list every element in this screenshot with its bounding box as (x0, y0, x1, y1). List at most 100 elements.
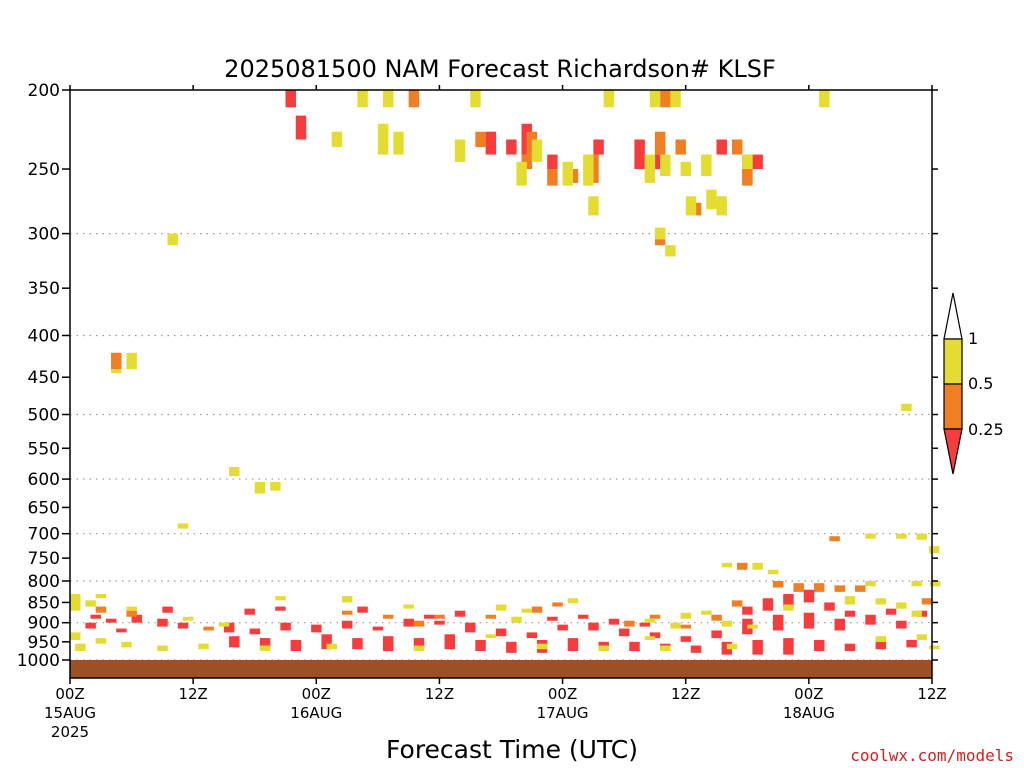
data-cell (701, 154, 712, 177)
data-cell (711, 614, 722, 621)
y-tick-label: 800 (28, 572, 60, 592)
data-cell (259, 645, 271, 652)
data-cell (526, 632, 538, 639)
data-cell (829, 536, 840, 542)
data-cell (834, 585, 845, 592)
data-cell (393, 131, 404, 155)
data-cell (583, 154, 594, 186)
data-cell (660, 154, 671, 177)
data-cell (916, 634, 928, 640)
data-cell (511, 616, 522, 623)
data-cell (783, 638, 794, 655)
data-cell (731, 600, 743, 607)
data-cell (131, 614, 143, 623)
data-cell (639, 622, 651, 627)
y-tick-label: 600 (28, 470, 60, 490)
data-cell (341, 596, 353, 603)
data-cell (167, 233, 178, 246)
data-cell (928, 645, 940, 650)
y-tick-label: 350 (28, 279, 60, 299)
data-cell (70, 632, 81, 640)
data-cell (928, 546, 940, 554)
data-cell (424, 614, 435, 619)
data-cell (916, 533, 928, 540)
legend-label: 0.25 (968, 420, 1004, 439)
data-cell (875, 641, 887, 650)
data-cell (680, 624, 692, 629)
data-cell (341, 620, 353, 629)
data-cell (783, 604, 794, 611)
data-cell (95, 594, 107, 599)
data-cell (660, 90, 671, 108)
y-tick-label: 200 (28, 81, 60, 101)
data-cell (619, 628, 630, 637)
data-cell (70, 594, 81, 611)
data-cell (813, 583, 825, 592)
data-cell (126, 352, 137, 370)
data-cells (70, 90, 941, 655)
legend-swatch-yellow (943, 338, 963, 385)
data-cell (680, 636, 692, 642)
data-cell (182, 616, 194, 621)
data-cell (629, 641, 640, 652)
data-cell (454, 610, 466, 617)
y-tick-label: 1000 (17, 651, 60, 671)
data-cell (547, 169, 558, 186)
data-cell (649, 90, 661, 108)
legend-arrow-bottom (943, 428, 963, 475)
x-tick-label: 2025 (51, 723, 89, 741)
data-cell (105, 618, 117, 623)
data-cell (911, 580, 922, 587)
data-cell (254, 482, 266, 494)
data-cell (721, 620, 733, 627)
y-tick-label: 450 (28, 368, 60, 388)
data-cell (357, 606, 368, 613)
data-cell (742, 169, 753, 186)
data-cell (295, 115, 307, 140)
data-cell (680, 612, 692, 619)
data-cell (644, 154, 656, 183)
data-cell (824, 602, 835, 611)
data-cell (382, 636, 394, 652)
data-cell (567, 598, 579, 604)
data-cell (495, 628, 507, 637)
data-cell (326, 643, 338, 650)
x-tick-label: 18AUG (783, 704, 835, 722)
data-cell (547, 154, 558, 170)
data-cell (588, 196, 599, 216)
data-cell (865, 580, 876, 587)
data-cell (593, 139, 604, 155)
y-tick-label: 900 (28, 614, 60, 634)
data-cell (516, 161, 527, 186)
data-cell (649, 614, 661, 619)
data-cell (413, 645, 425, 652)
data-cell (434, 614, 445, 619)
x-tick-label: 00Z (548, 685, 577, 703)
data-cell (203, 626, 214, 631)
data-cell (506, 139, 517, 155)
data-cell (408, 90, 420, 108)
x-tick-label: 12Z (425, 685, 454, 703)
data-cell (834, 618, 845, 631)
data-cell (865, 614, 876, 625)
data-cell (444, 634, 456, 650)
data-cell (521, 154, 532, 170)
y-tick-label: 650 (28, 498, 60, 518)
data-cell (742, 154, 753, 170)
data-cell (598, 645, 609, 652)
data-cell (680, 161, 692, 177)
data-cell (670, 90, 681, 108)
data-cell (649, 632, 661, 639)
x-tick-label: 12Z (917, 685, 946, 703)
data-cell (644, 636, 656, 640)
data-cell (803, 589, 815, 603)
data-cell (752, 639, 763, 655)
data-cell (783, 594, 794, 607)
data-cell (275, 596, 286, 601)
data-cell (772, 614, 784, 631)
data-cell (249, 628, 261, 635)
data-cell (413, 620, 425, 627)
data-cell (403, 618, 414, 627)
data-cell (223, 622, 235, 633)
